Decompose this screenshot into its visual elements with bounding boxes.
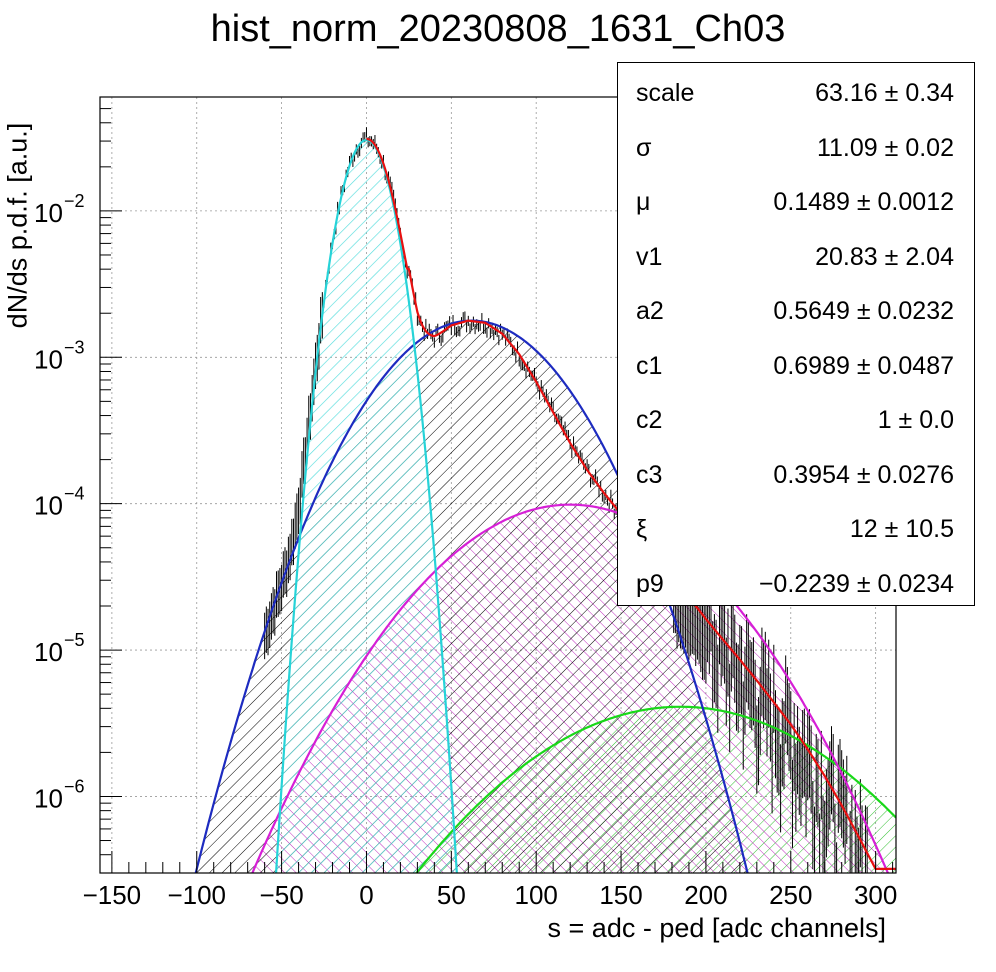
fit-param-name: μ — [636, 188, 651, 216]
fit-param-row: c2 1 ± 0.0 — [618, 406, 974, 446]
fit-param-name: c2 — [636, 406, 663, 434]
y-tick-label: 10 — [34, 783, 63, 813]
x-axis-title: s = adc - ped [adc channels] — [547, 913, 886, 943]
x-tick-label: 50 — [437, 880, 466, 910]
fit-param-row: c1 0.6989 ± 0.0487 — [618, 352, 974, 392]
fit-param-value: 1 ± 0.0 — [877, 406, 954, 434]
fit-param-row: c3 0.3954 ± 0.0276 — [618, 461, 974, 501]
fit-param-row: σ 11.09 ± 0.02 — [618, 134, 974, 174]
x-tick-label: −100 — [167, 880, 226, 910]
x-tick-label: 0 — [359, 880, 373, 910]
fit-param-name: p9 — [636, 569, 664, 598]
fit-param-name: c3 — [636, 460, 663, 489]
fit-param-value: 0.1489 ± 0.0012 — [773, 188, 954, 216]
y-tick-label: 10 — [34, 637, 63, 667]
fit-stats-box: scale 63.16 ± 0.34 σ 11.09 ± 0.02 μ 0.1489 ± … — [617, 62, 975, 606]
y-tick-exponent: −2 — [64, 191, 85, 211]
y-tick-label: 10 — [34, 491, 63, 521]
fit-param-row: ξ 12 ± 10.5 — [618, 515, 974, 555]
y-tick-exponent: −5 — [64, 630, 85, 650]
fit-param-name: ξ — [636, 515, 648, 543]
fit-param-row: p9 −0.2239 ± 0.0234 — [618, 570, 974, 610]
component-curve-two_pe — [251, 503, 890, 873]
y-tick-exponent: −3 — [64, 337, 85, 357]
fit-param-row: μ 0.1489 ± 0.0012 — [618, 188, 974, 228]
fit-param-name: c1 — [636, 351, 663, 380]
x-tick-label: −150 — [83, 880, 142, 910]
fit-param-name: v1 — [636, 242, 663, 271]
fit-param-value: 0.6989 ± 0.0487 — [773, 351, 954, 380]
fit-param-value: −0.2239 ± 0.0234 — [758, 569, 954, 598]
x-tick-label: −50 — [260, 880, 304, 910]
y-tick-label: 10 — [34, 198, 63, 228]
x-tick-label: 250 — [769, 880, 812, 910]
x-tick-label: 150 — [599, 880, 642, 910]
fit-param-row: scale 63.16 ± 0.34 — [618, 79, 974, 119]
x-tick-label: 300 — [854, 880, 897, 910]
x-tick-label: 200 — [684, 880, 727, 910]
fit-param-value: 0.3954 ± 0.0276 — [773, 460, 954, 489]
fit-param-value: 20.83 ± 2.04 — [815, 242, 954, 271]
fit-param-value: 63.16 ± 0.34 — [815, 79, 954, 107]
fit-param-name: scale — [636, 79, 695, 107]
fit-param-value: 12 ± 10.5 — [849, 515, 954, 543]
fit-param-name: σ — [636, 133, 652, 162]
fit-param-row: v1 20.83 ± 2.04 — [618, 243, 974, 283]
y-axis-title: dN/ds p.d.f. [a.u.] — [2, 122, 33, 329]
x-tick-label: 100 — [514, 880, 557, 910]
y-tick-label: 10 — [34, 344, 63, 374]
fit-param-value: 11.09 ± 0.02 — [816, 133, 954, 162]
y-tick-exponent: −4 — [64, 484, 85, 504]
component-curve-three_pe — [415, 705, 896, 873]
fit-param-row: a2 0.5649 ± 0.0232 — [618, 297, 974, 337]
fit-param-value: 0.5649 ± 0.0232 — [773, 297, 954, 325]
fit-param-name: a2 — [636, 297, 664, 325]
chart-title: hist_norm_20230808_1631_Ch03 — [210, 8, 786, 50]
y-tick-exponent: −6 — [64, 776, 85, 796]
